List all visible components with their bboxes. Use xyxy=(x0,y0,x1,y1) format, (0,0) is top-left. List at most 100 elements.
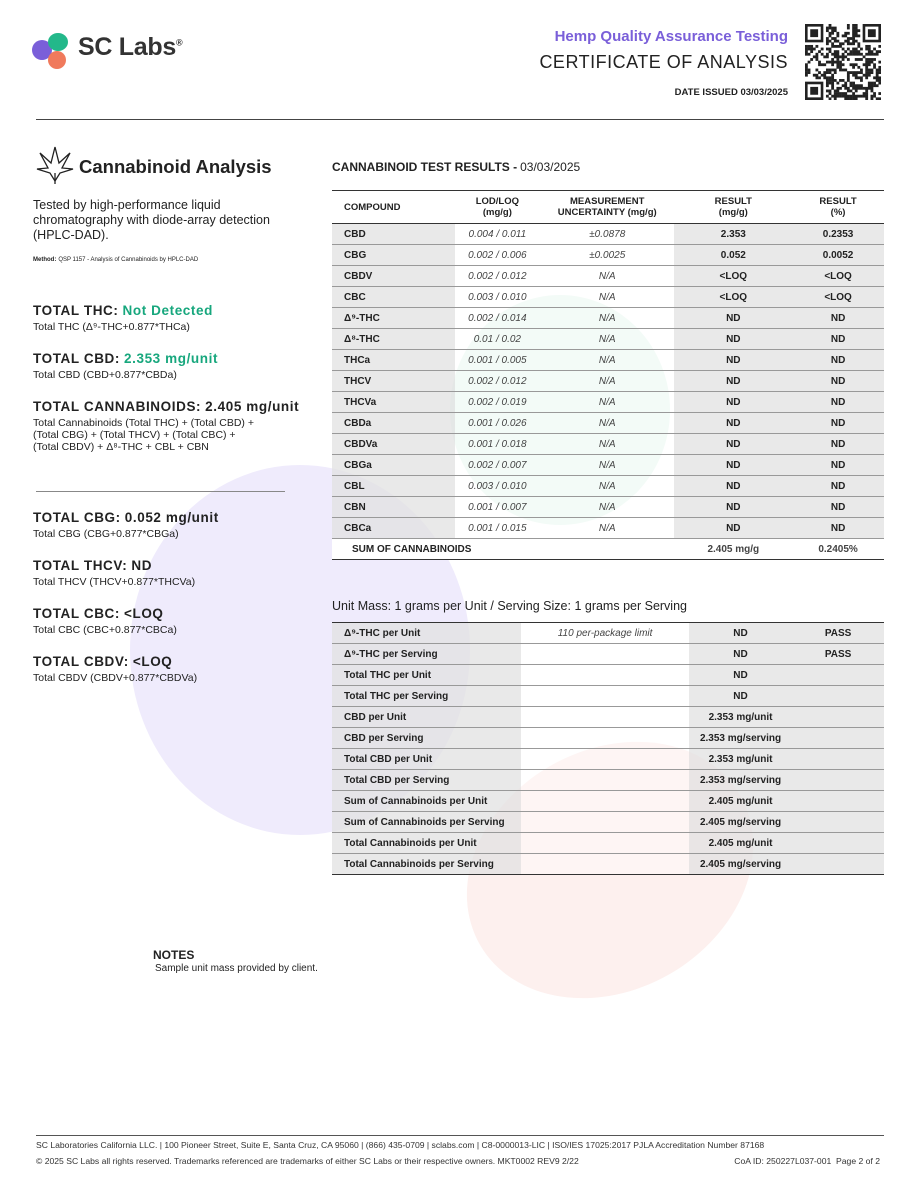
qr-module xyxy=(852,42,855,46)
qr-module xyxy=(870,81,874,85)
results-heading: CANNABINOID TEST RESULTS -03/03/2025 xyxy=(332,160,580,174)
result-cell: N/A xyxy=(539,265,675,287)
qr-module xyxy=(828,39,832,43)
total-value: ND xyxy=(131,558,153,573)
qr-module xyxy=(836,44,840,48)
total-label: TOTAL CANNABINOIDS: 2.405 mg/unit xyxy=(33,399,313,414)
result-cell: N/A xyxy=(539,307,675,329)
qr-module xyxy=(846,47,850,51)
qr-module xyxy=(873,47,876,51)
qr-module xyxy=(828,60,832,64)
qr-module xyxy=(807,60,811,64)
result-cell: 0.2353 xyxy=(792,223,884,245)
qr-module xyxy=(852,65,855,69)
unit-limit xyxy=(521,643,689,665)
unit-limit xyxy=(521,748,689,770)
result-cell: ND xyxy=(792,496,884,518)
qr-module xyxy=(836,94,840,98)
unit-row: Total THC per Serving ND xyxy=(332,685,884,707)
qr-module xyxy=(852,86,855,90)
qr-module xyxy=(875,71,879,74)
result-cell: N/A xyxy=(539,286,675,308)
qr-module xyxy=(875,97,879,100)
result-cell: CBDa xyxy=(332,412,455,434)
total-block: TOTAL THC: Not Detected Total THC (Δ⁹-THC+… xyxy=(33,303,313,333)
qr-module xyxy=(870,58,874,61)
unit-result: 2.353 mg/serving xyxy=(688,769,793,791)
total-label: TOTAL CBC: <LOQ xyxy=(33,606,313,621)
result-row: CBN 0.001 / 0.007 N/A ND ND xyxy=(332,496,884,518)
result-cell: N/A xyxy=(539,517,675,539)
qr-module xyxy=(825,42,829,46)
footer-line: SC Laboratories California LLC. | 100 Pi… xyxy=(36,1140,765,1150)
qr-module xyxy=(846,31,850,35)
sum-pct: 0.2405% xyxy=(792,538,884,560)
qr-module xyxy=(833,29,837,33)
qr-module xyxy=(852,63,855,67)
qr-module xyxy=(865,94,869,98)
qr-module xyxy=(825,47,829,51)
qr-module xyxy=(844,31,848,35)
qr-module xyxy=(831,26,835,30)
result-cell: 0.004 / 0.011 xyxy=(454,223,540,245)
qr-module xyxy=(833,26,837,30)
unit-status xyxy=(792,727,884,749)
qr-module xyxy=(833,79,837,82)
qr-module xyxy=(844,39,848,43)
qr-module xyxy=(860,52,863,56)
qr-module xyxy=(870,60,874,64)
qr-module xyxy=(825,55,829,59)
result-cell: CBG xyxy=(332,244,455,266)
qr-module xyxy=(833,55,837,59)
result-cell: ND xyxy=(792,349,884,371)
qr-module xyxy=(812,47,816,51)
qr-module xyxy=(860,71,863,74)
qr-module xyxy=(823,63,827,67)
qr-module xyxy=(825,81,829,85)
qr-module xyxy=(875,76,879,80)
qr-module xyxy=(870,89,874,93)
qr-module xyxy=(867,52,871,56)
qr-module xyxy=(815,55,819,59)
total-value: <LOQ xyxy=(124,606,164,621)
unit-status xyxy=(792,748,884,770)
qr-module xyxy=(833,60,837,64)
qr-module xyxy=(839,68,842,72)
unit-row: Sum of Cannabinoids per Unit 2.405 mg/uni… xyxy=(332,790,884,812)
totals-top: TOTAL THC: Not Detected Total THC (Δ⁹-THC+… xyxy=(33,303,313,471)
result-cell: N/A xyxy=(539,328,675,350)
unit-status: PASS xyxy=(792,643,884,665)
result-cell: 0.002 / 0.012 xyxy=(454,265,540,287)
method: Method: QSP 1157 - Analysis of Cannabinoi… xyxy=(33,257,198,263)
qr-module xyxy=(825,71,829,74)
qr-module xyxy=(857,71,861,74)
qr-module xyxy=(862,94,866,98)
result-cell: ND xyxy=(792,433,884,455)
qr-module xyxy=(836,55,840,59)
qr-module xyxy=(815,76,819,80)
qr-module xyxy=(831,44,835,48)
qr-module xyxy=(820,52,824,56)
unit-name: Δ⁹-THC per Unit xyxy=(332,622,522,644)
qr-module xyxy=(818,76,821,80)
qr-module xyxy=(844,68,848,72)
qr-module xyxy=(854,76,858,80)
unit-limit xyxy=(521,664,689,686)
qr-module xyxy=(833,94,837,98)
qr-module xyxy=(867,81,871,85)
result-cell: CBDV xyxy=(332,265,455,287)
qr-module xyxy=(825,89,829,93)
qr-module xyxy=(841,52,845,56)
sum-mg: 2.405 mg/g xyxy=(674,538,793,560)
qr-module xyxy=(875,84,879,88)
qr-module xyxy=(854,73,858,77)
qr-module xyxy=(860,76,863,80)
qr-module xyxy=(875,73,879,77)
qr-module xyxy=(828,79,832,82)
unit-name: Total Cannabinoids per Unit xyxy=(332,832,522,854)
result-cell: N/A xyxy=(539,391,675,413)
qr-module xyxy=(831,76,835,80)
qr-module xyxy=(854,34,858,38)
